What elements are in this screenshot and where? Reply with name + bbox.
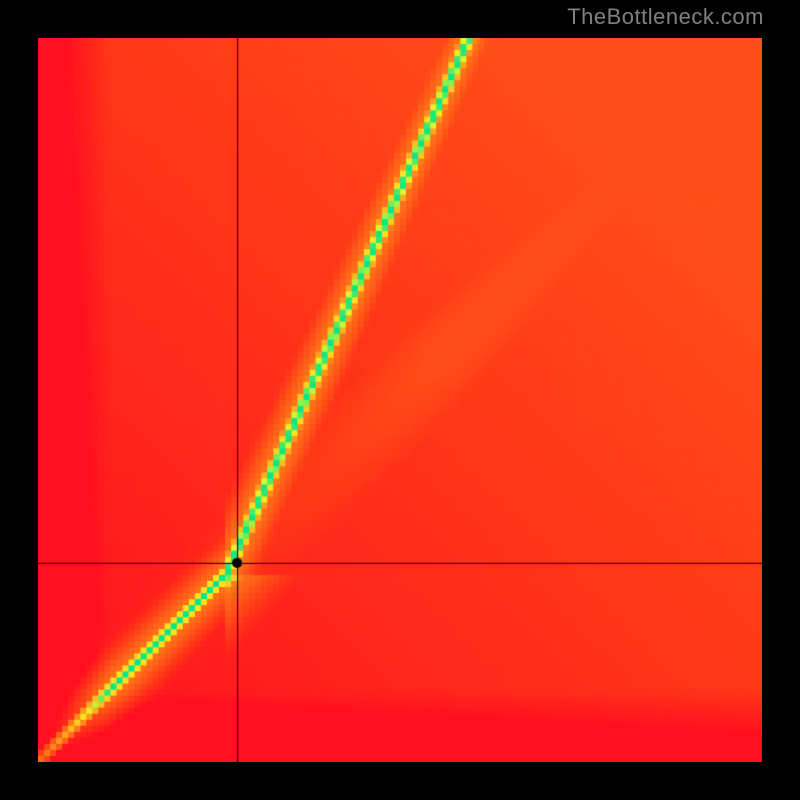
- heatmap-canvas: [38, 38, 762, 762]
- watermark-text: TheBottleneck.com: [567, 4, 764, 30]
- bottleneck-heatmap: [38, 38, 762, 762]
